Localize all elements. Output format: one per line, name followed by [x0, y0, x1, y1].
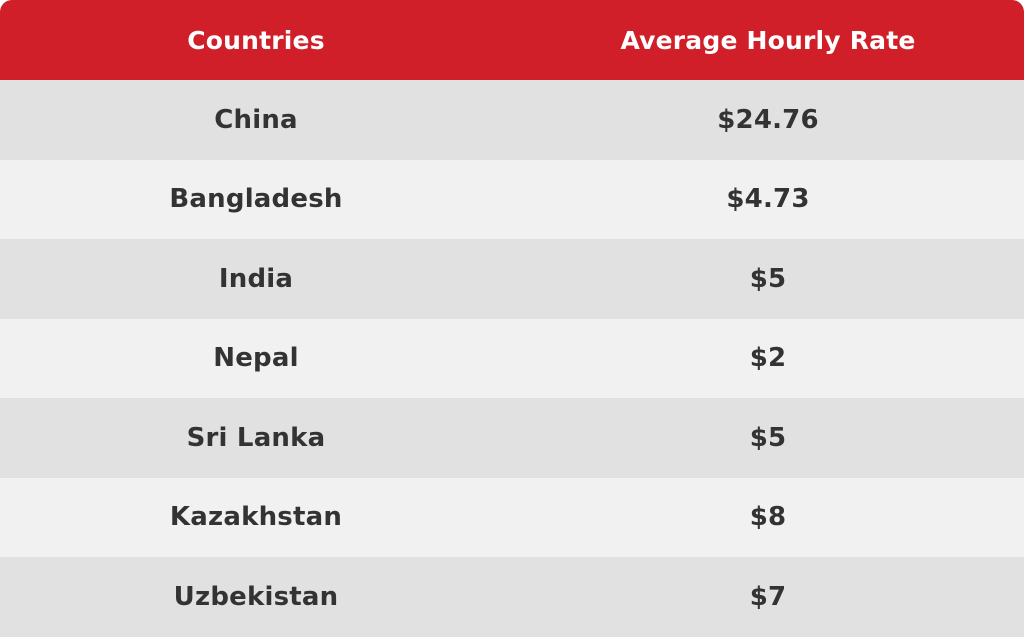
rate-cell: $4.73	[726, 184, 810, 215]
table-header: Countries Average Hourly Rate	[0, 0, 1024, 80]
table-row: Bangladesh $4.73	[0, 159, 1024, 239]
rate-cell: $24.76	[717, 104, 819, 135]
rate-cell: $7	[749, 581, 787, 612]
country-cell: Nepal	[213, 343, 299, 374]
rate-cell: $5	[749, 422, 787, 453]
table-row: Kazakhstan $8	[0, 477, 1024, 557]
rate-cell: $5	[749, 263, 787, 294]
table-row: China $24.76	[0, 80, 1024, 160]
country-cell: Bangladesh	[169, 184, 343, 215]
country-cell: India	[218, 263, 294, 294]
table-row: Uzbekistan $7	[0, 557, 1024, 637]
table-row: Sri Lanka $5	[0, 398, 1024, 478]
table-row: India $5	[0, 239, 1024, 319]
country-cell: China	[214, 104, 298, 135]
country-cell: Kazakhstan	[169, 502, 343, 533]
header-average-hourly-rate: Average Hourly Rate	[620, 25, 916, 55]
rate-cell: $8	[749, 502, 787, 533]
country-cell: Uzbekistan	[173, 581, 339, 612]
country-cell: Sri Lanka	[186, 422, 326, 453]
table-row: Nepal $2	[0, 318, 1024, 398]
rate-cell: $2	[749, 343, 787, 374]
header-countries: Countries	[187, 25, 325, 55]
